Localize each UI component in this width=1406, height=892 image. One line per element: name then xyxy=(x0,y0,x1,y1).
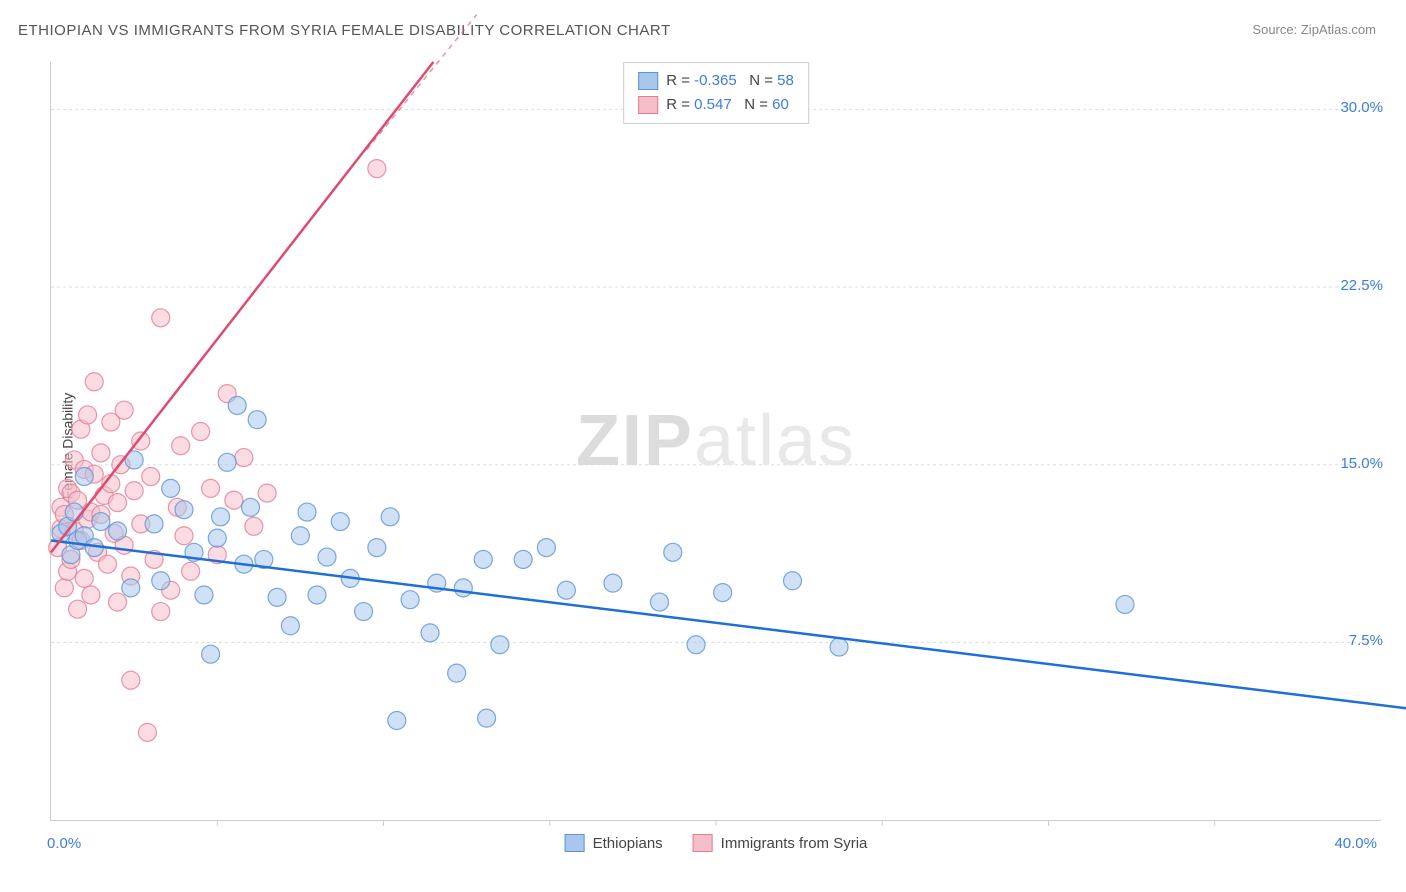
bottom-legend-item-0: Ethiopians xyxy=(565,834,663,852)
swatch-series-1 xyxy=(638,96,658,114)
source-link[interactable]: ZipAtlas.com xyxy=(1301,22,1376,37)
legend-stats-0: R = -0.365 N = 58 xyxy=(666,69,794,93)
legend-row-1: R = 0.547 N = 60 xyxy=(638,93,794,117)
bottom-legend-item-1: Immigrants from Syria xyxy=(693,834,868,852)
source-attribution: Source: ZipAtlas.com xyxy=(1252,22,1376,37)
scatter-layer xyxy=(51,62,1381,820)
legend-stats-1: R = 0.547 N = 60 xyxy=(666,93,789,117)
y-tick-label: 15.0% xyxy=(1340,455,1383,472)
plot-area: ZIPatlas R = -0.365 N = 58 R = 0.547 N =… xyxy=(50,62,1381,821)
y-tick-label: 30.0% xyxy=(1340,99,1383,116)
chart-title: ETHIOPIAN VS IMMIGRANTS FROM SYRIA FEMAL… xyxy=(18,22,671,39)
swatch-bottom-0 xyxy=(565,834,585,852)
x-tick-label: 40.0% xyxy=(1334,835,1377,852)
source-label: Source: xyxy=(1252,22,1297,37)
correlation-legend: R = -0.365 N = 58 R = 0.547 N = 60 xyxy=(623,62,809,124)
bottom-legend-label-1: Immigrants from Syria xyxy=(721,835,868,852)
bottom-legend-label-0: Ethiopians xyxy=(593,835,663,852)
x-tick-label: 0.0% xyxy=(47,835,81,852)
y-tick-label: 22.5% xyxy=(1340,277,1383,294)
bottom-legend: Ethiopians Immigrants from Syria xyxy=(565,834,868,852)
legend-row-0: R = -0.365 N = 58 xyxy=(638,69,794,93)
swatch-series-0 xyxy=(638,72,658,90)
y-tick-label: 7.5% xyxy=(1349,632,1383,649)
swatch-bottom-1 xyxy=(693,834,713,852)
